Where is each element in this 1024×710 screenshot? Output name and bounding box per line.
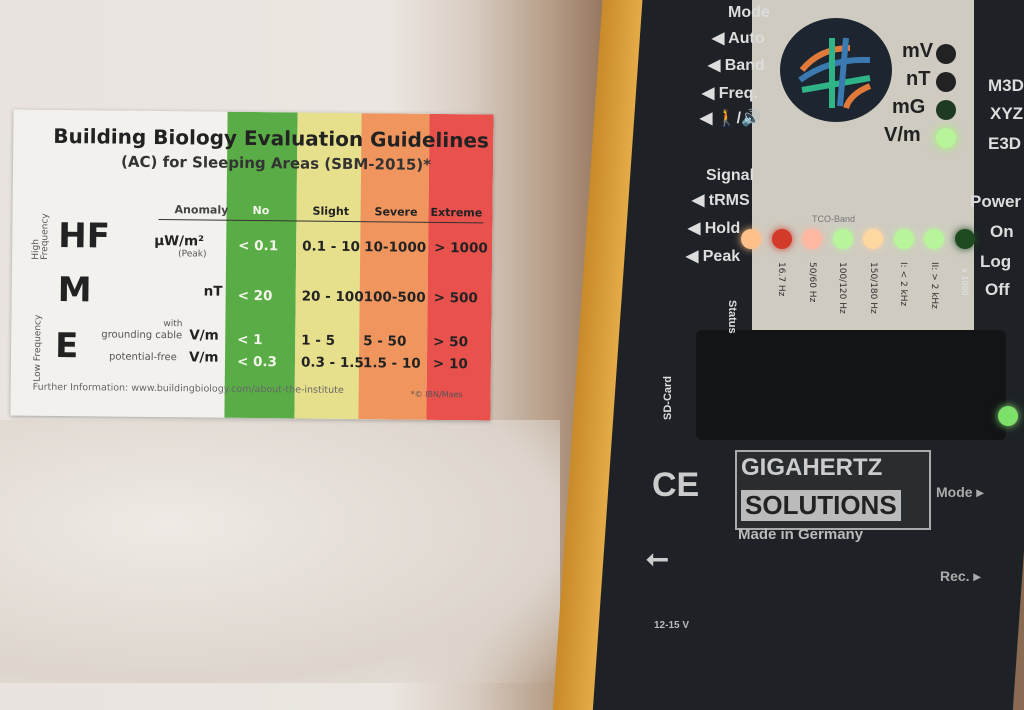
sd-card-label: SD-Card [662, 375, 674, 420]
section-label: Mode [728, 4, 770, 21]
mode-button[interactable]: ◀ tRMS [692, 192, 750, 209]
hf-unit: µW/m² [154, 232, 205, 250]
value-cell: > 50 [433, 333, 469, 351]
anomaly-label: Anomaly [174, 203, 229, 217]
unit-label: mV [902, 40, 934, 62]
unit-label: V/m [884, 124, 921, 146]
unit-led [936, 44, 956, 64]
band-led [741, 229, 761, 249]
e-grounding-unit: V/m [189, 327, 219, 344]
mode-button[interactable]: ◀ Peak [686, 248, 741, 265]
band-led [832, 229, 853, 249]
tco-band-label: TCO-Band [812, 214, 856, 224]
e-label: E [54, 325, 79, 367]
usb-icon: ⭠ [646, 542, 669, 573]
band-led [771, 229, 792, 249]
section-label: Signal [706, 167, 755, 184]
m-label: M [57, 269, 92, 311]
level-extreme: Extreme [430, 205, 483, 220]
band-led [924, 229, 944, 249]
value-cell: 0.1 - 10 [302, 238, 360, 256]
band-led [954, 229, 975, 249]
mode-button[interactable]: ◀ Auto [712, 30, 765, 47]
lf-group-label: Low Frequency [32, 314, 44, 382]
unit-led [936, 128, 956, 148]
card-subtitle: (AC) for Sleeping Areas (SBM-2015)* [120, 152, 432, 174]
mode-button[interactable]: ◀ Freq. [702, 85, 758, 102]
green-led [998, 406, 1018, 426]
e-potential-free-label: potential-free [108, 351, 177, 364]
right-label: E3D [988, 134, 1022, 153]
brand-name-2: SOLUTIONS [741, 490, 901, 521]
frequency-label: 16.7 Hz [776, 262, 786, 297]
unit-led [936, 72, 956, 92]
right-label[interactable]: Off [985, 280, 1010, 299]
card-copyright: *© IBN/Maes [410, 389, 463, 400]
e-potential-free-unit: V/m [188, 349, 219, 366]
card-title: Building Biology Evaluation Guidelines [53, 123, 490, 153]
value-cell: < 0.3 [236, 353, 278, 371]
value-cell: 100-500 [363, 289, 426, 306]
status-label: Status [726, 300, 738, 334]
mode-button[interactable]: ◀ Band [708, 57, 765, 74]
frequency-label: 50/60 Hz [806, 262, 817, 303]
value-cell: > 500 [433, 289, 478, 307]
made-in-label: Made in Germany [738, 526, 864, 543]
mode-button[interactable]: Mode ▸ [936, 484, 984, 500]
right-label: Power [970, 192, 1022, 211]
mode-button[interactable]: ◀ Hold [688, 220, 741, 237]
ce-mark: CE [652, 466, 700, 504]
value-cell: 5 - 50 [363, 333, 407, 350]
unit-led [936, 100, 956, 120]
right-label[interactable]: On [990, 222, 1014, 241]
m-unit: nT [203, 283, 223, 300]
value-cell: < 1 [237, 331, 263, 349]
value-cell: > 10 [432, 355, 468, 373]
value-cell: 1.5 - 10 [362, 355, 421, 372]
unit-label: nT [906, 68, 931, 90]
e-with-note: with [163, 319, 183, 330]
frequency-label: II: > 2 kHz [928, 262, 939, 309]
guidelines-card: Building Biology Evaluation Guidelines (… [10, 109, 494, 421]
power-input-label: 12-15 V [654, 620, 690, 631]
x1000-label: x 1000 [960, 268, 970, 296]
right-label[interactable]: Log [980, 252, 1012, 271]
mode-button[interactable]: ◀ 🚶/🔊 [700, 110, 762, 127]
value-cell: < 20 [237, 287, 273, 305]
frequency-label: 100/120 Hz [837, 262, 847, 314]
value-cell: > 1000 [434, 239, 488, 257]
right-label: XYZ [990, 104, 1024, 123]
gigahertz-logo-icon [780, 18, 892, 122]
rec-button[interactable]: Rec. ▸ [940, 568, 981, 584]
brand-name-1: GIGAHERTZ [741, 454, 883, 481]
value-cell: 10-1000 [364, 239, 427, 256]
level-slight: Slight [312, 204, 350, 219]
e-grounding-label: grounding cable [101, 329, 183, 342]
level-severe: Severe [374, 205, 418, 219]
hf-label: HF [58, 215, 111, 257]
frequency-label: 150/180 Hz [867, 262, 878, 314]
value-cell: 0.3 - 1.5 [300, 354, 364, 372]
hf-unit-note: (Peak) [178, 249, 207, 260]
level-no: No [252, 204, 270, 218]
bedsheet [0, 420, 560, 683]
hf-group-label: High Frequency [31, 213, 51, 260]
band-led [893, 229, 914, 249]
level-column-extreme [426, 113, 494, 421]
meter-display [696, 330, 1006, 440]
band-led [863, 229, 883, 249]
card-footer: Further Information: www.buildingbiology… [32, 381, 344, 396]
band-led [802, 229, 822, 249]
value-cell: < 0.1 [238, 237, 279, 255]
right-label: M3D [988, 76, 1024, 95]
value-cell: 20 - 100 [301, 288, 364, 306]
value-cell: 1 - 5 [301, 332, 336, 349]
brand-logo: GIGAHERTZ SOLUTIONS [735, 450, 931, 530]
frequency-label: I: < 2 kHz [898, 262, 908, 307]
unit-label: mG [892, 96, 926, 118]
